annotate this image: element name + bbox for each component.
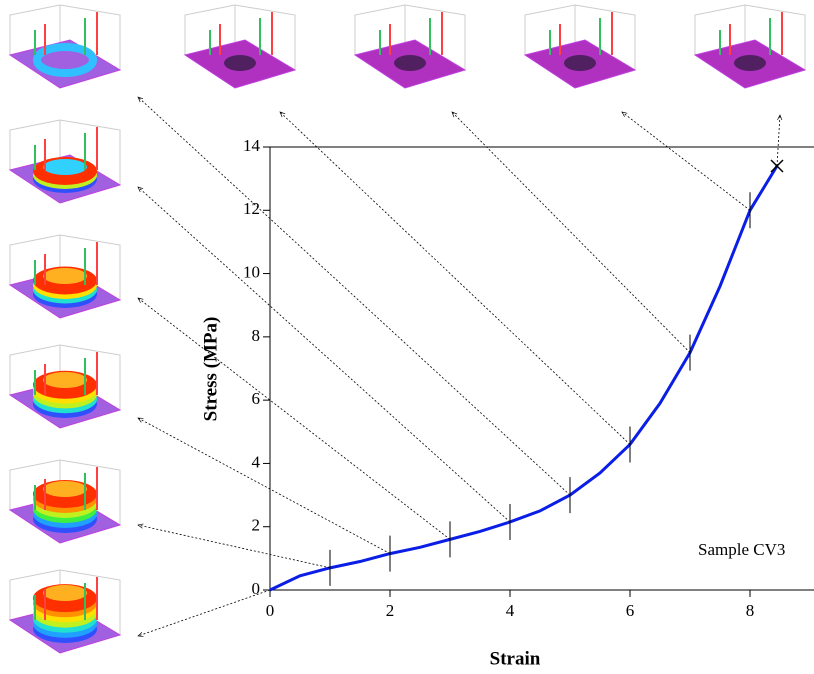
arrow bbox=[138, 589, 271, 636]
arrow bbox=[776, 115, 780, 167]
arrow bbox=[138, 418, 391, 554]
thumbnail bbox=[693, 4, 807, 89]
arrow bbox=[138, 97, 571, 496]
x-tick-label: 0 bbox=[266, 601, 275, 620]
thumbnail bbox=[8, 459, 122, 544]
thumb-box bbox=[9, 4, 121, 70]
x-tick-label: 4 bbox=[506, 601, 515, 620]
thumb-box bbox=[694, 4, 806, 70]
x-tick-label: 6 bbox=[626, 601, 635, 620]
thumb-top bbox=[43, 585, 87, 601]
y-axis-label: Stress (MPa) bbox=[200, 317, 221, 422]
thumbnail bbox=[183, 4, 297, 89]
thumb-top bbox=[43, 372, 87, 388]
thumb-box bbox=[524, 4, 636, 70]
y-tick-label: 12 bbox=[243, 199, 260, 218]
thumb-top bbox=[43, 159, 87, 175]
arrow bbox=[138, 187, 511, 523]
y-tick-label: 10 bbox=[243, 262, 260, 281]
failure-point bbox=[770, 159, 784, 173]
y-tick-label: 0 bbox=[252, 579, 261, 598]
thumb-top bbox=[43, 268, 87, 284]
thumbnail bbox=[8, 119, 122, 204]
thumb-ring bbox=[394, 55, 426, 71]
y-tick-label: 14 bbox=[243, 136, 261, 155]
thumb-ring bbox=[33, 43, 97, 77]
thumb-top bbox=[43, 481, 87, 497]
arrow bbox=[452, 112, 691, 353]
thumbnail bbox=[523, 4, 637, 89]
thumb-ring bbox=[224, 55, 256, 71]
thumbnail bbox=[8, 344, 122, 429]
thumbnail bbox=[8, 569, 122, 654]
y-tick-label: 6 bbox=[252, 389, 261, 408]
x-tick-label: 8 bbox=[746, 601, 755, 620]
thumbnail bbox=[8, 4, 122, 89]
series-line bbox=[269, 165, 779, 592]
thumb-box bbox=[184, 4, 296, 70]
thumbnail bbox=[353, 4, 467, 89]
arrow bbox=[280, 112, 631, 445]
thumb-ring bbox=[734, 55, 766, 71]
thumb-ring bbox=[564, 55, 596, 71]
x-tick-label: 2 bbox=[386, 601, 395, 620]
arrow bbox=[622, 112, 751, 211]
y-tick-label: 2 bbox=[252, 516, 261, 535]
y-tick-label: 8 bbox=[252, 326, 261, 345]
y-tick-label: 4 bbox=[252, 452, 261, 471]
thumbnail bbox=[8, 234, 122, 319]
arrow bbox=[138, 525, 331, 569]
thumb-box bbox=[9, 119, 121, 185]
x-axis-label: Strain bbox=[490, 648, 541, 669]
annotation: Sample CV3 bbox=[698, 540, 785, 559]
arrow bbox=[138, 298, 451, 540]
thumb-box bbox=[354, 4, 466, 70]
